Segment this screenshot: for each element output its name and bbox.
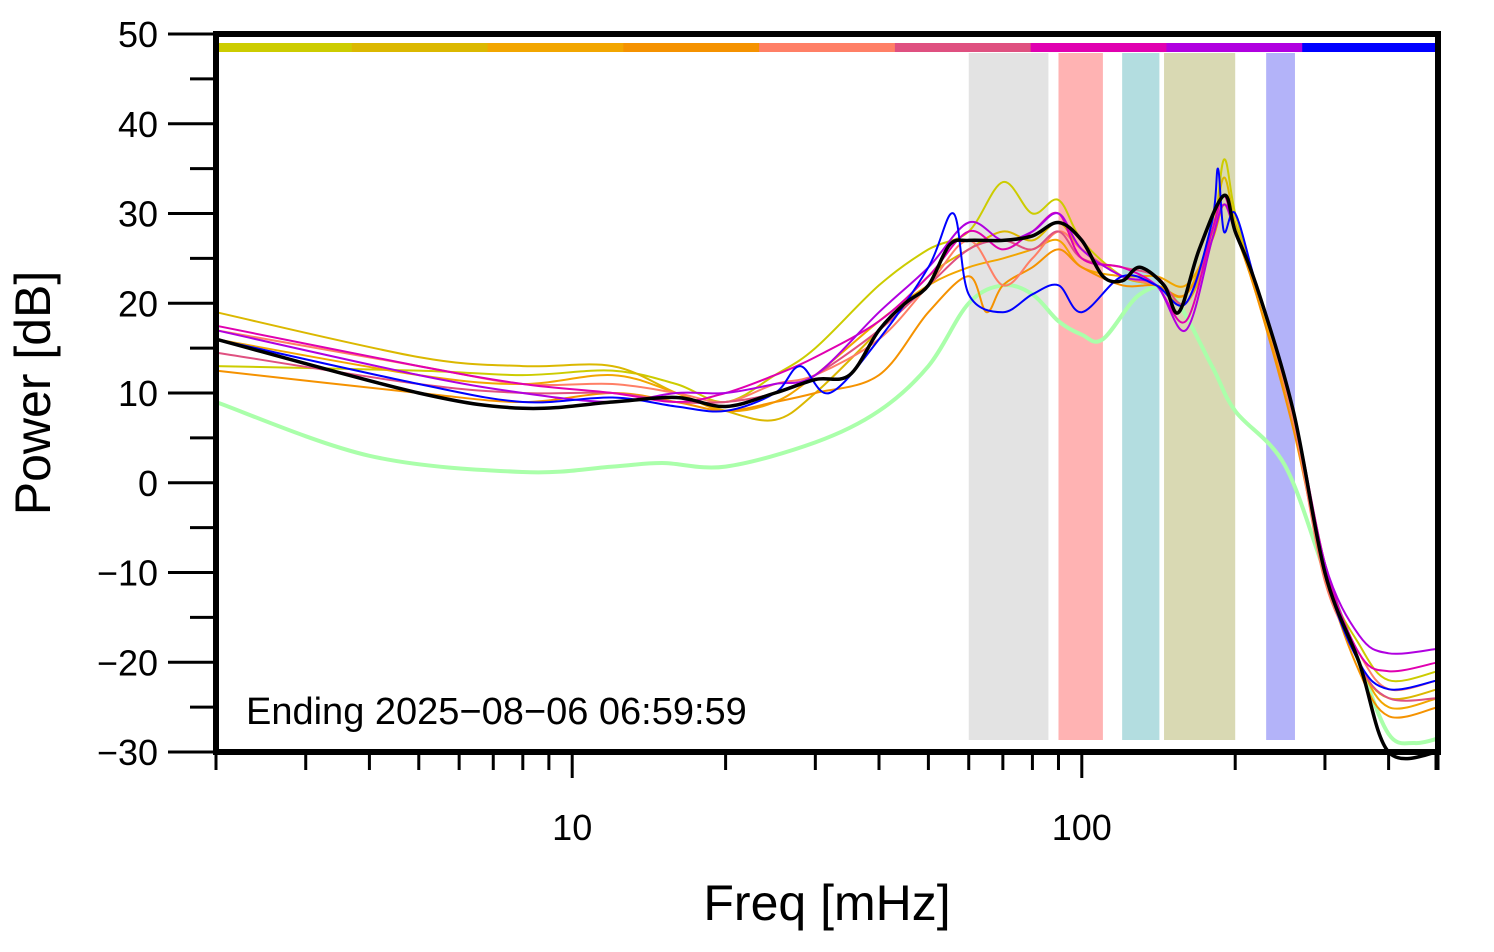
series-line-6 (215, 203, 1439, 692)
y-axis-title: Power [dB] (5, 271, 61, 516)
color-bar-segment-2 (351, 43, 489, 52)
color-bar-segment-7 (1030, 43, 1167, 52)
color-bar-segment-4 (623, 43, 760, 52)
color-bar (216, 43, 1439, 52)
frequency-band-2 (1058, 53, 1103, 740)
series-line-7 (215, 194, 1439, 702)
y-tick-label: 50 (118, 14, 158, 55)
annotation-text: Ending 2025−08−06 06:59:59 (246, 691, 747, 733)
color-bar-segment-6 (894, 43, 1032, 52)
y-tick-label: 40 (118, 104, 158, 145)
plot-frame (213, 31, 1441, 755)
y-tick-label: 30 (118, 194, 158, 235)
y-tick-label: −20 (97, 642, 158, 683)
y-tick-label: −10 (97, 553, 158, 594)
series-line-11 (214, 193, 1440, 761)
x-tick-label: 100 (1052, 807, 1112, 848)
color-bar-segment-8 (1166, 43, 1303, 52)
color-bar-segment-5 (759, 43, 896, 52)
y-tick-label: 10 (118, 373, 158, 414)
spectrum-series (214, 158, 1440, 761)
y-tick-label: −30 (97, 732, 158, 773)
series-line-8 (215, 194, 1439, 673)
color-bar-segment-1 (216, 43, 353, 52)
color-bar-segment-9 (1302, 43, 1439, 52)
frequency-band-3 (1122, 53, 1160, 740)
color-bar-segment-3 (487, 43, 624, 52)
y-tick-label: 20 (118, 283, 158, 324)
frequency-band-4 (1164, 53, 1236, 740)
frequency-band-1 (968, 53, 1049, 740)
y-tick-label: 0 (138, 463, 158, 504)
x-axis-title: Freq [mHz] (703, 875, 950, 931)
series-line-2 (215, 158, 1439, 683)
x-tick-label: 10 (552, 807, 592, 848)
frequency-bands (968, 53, 1295, 740)
